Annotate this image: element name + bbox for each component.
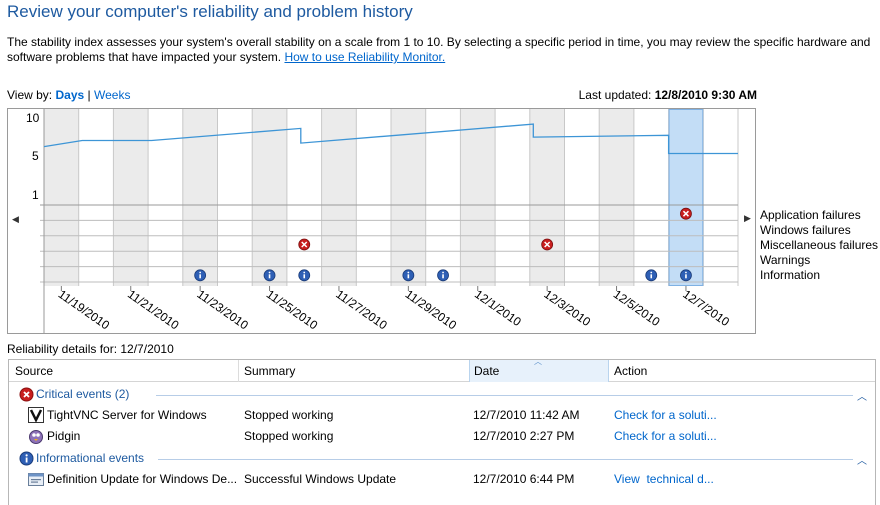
info-event-icon[interactable] bbox=[263, 269, 276, 282]
day-column-shade bbox=[321, 109, 357, 286]
day-column-shade bbox=[182, 109, 218, 286]
info-event-icon[interactable] bbox=[402, 269, 415, 282]
view-by: View by: Days | Weeks bbox=[7, 88, 130, 102]
view-days-link[interactable]: Days bbox=[55, 88, 85, 102]
sort-ascending-icon: ︿ bbox=[534, 357, 542, 366]
chart-plot: 11/19/2010 11/21/2010 11/23/2010 11/25/2010… bbox=[40, 109, 739, 333]
tightvnc-icon bbox=[28, 407, 44, 423]
error-icon bbox=[19, 387, 34, 402]
info-event-icon[interactable] bbox=[645, 269, 658, 282]
stability-index-line bbox=[43, 123, 738, 155]
info-event-icon[interactable] bbox=[437, 269, 449, 282]
date-label: 11/29/2010 bbox=[403, 287, 460, 333]
date-label: 12/3/2010 bbox=[541, 287, 593, 329]
reliability-details-table: Source Summary Date ︿ Action Critical ev… bbox=[8, 357, 876, 505]
view-technical-details-link[interactable]: View technical d... bbox=[614, 472, 714, 486]
scroll-left-icon[interactable]: ◀ bbox=[12, 214, 19, 224]
last-updated-value: 12/8/2010 9:30 AM bbox=[654, 88, 757, 102]
column-source[interactable]: Source bbox=[15, 364, 54, 378]
date-label: 11/19/2010 bbox=[56, 287, 113, 333]
group-informational-events[interactable]: Informational events bbox=[36, 451, 145, 465]
row-source: Pidgin bbox=[47, 429, 81, 443]
help-link[interactable]: How to use Reliability Monitor. bbox=[284, 50, 446, 64]
view-by-label: View by: bbox=[7, 88, 53, 102]
day-column-shade bbox=[252, 109, 287, 286]
date-label: 12/7/2010 bbox=[680, 287, 732, 329]
y-tick-5: 5 bbox=[32, 149, 39, 163]
view-weeks-link[interactable]: Weeks bbox=[93, 88, 131, 102]
row-summary: Stopped working bbox=[244, 408, 334, 422]
pidgin-icon bbox=[28, 428, 44, 444]
day-column-shade bbox=[44, 109, 79, 286]
last-updated-label: Last updated: bbox=[578, 88, 652, 102]
table-header: Source Summary Date ︿ Action bbox=[9, 357, 875, 382]
legend-warnings: Warnings bbox=[760, 253, 811, 267]
date-label: 12/5/2010 bbox=[611, 287, 663, 329]
windows-update-icon bbox=[28, 471, 44, 487]
day-column-shade bbox=[460, 109, 496, 286]
reliability-details-label: Reliability details for: 12/7/2010 bbox=[7, 342, 174, 356]
day-column-shade bbox=[599, 109, 634, 286]
info-event-icon[interactable] bbox=[298, 269, 311, 282]
row-source: Definition Update for Windows De... bbox=[47, 472, 238, 486]
group-critical-events[interactable]: Critical events (2) bbox=[36, 387, 130, 401]
legend-miscellaneous-failures: Miscellaneous failures bbox=[760, 238, 879, 252]
date-column-highlight bbox=[469, 360, 609, 382]
day-column-shade bbox=[113, 109, 149, 286]
row-summary: Stopped working bbox=[244, 429, 334, 443]
group-divider bbox=[156, 395, 853, 396]
error-event-icon[interactable] bbox=[680, 207, 692, 220]
y-tick-10: 10 bbox=[26, 111, 40, 125]
check-solution-link[interactable]: Check for a soluti... bbox=[614, 408, 717, 422]
date-label: 11/23/2010 bbox=[194, 287, 251, 333]
column-divider[interactable] bbox=[238, 360, 239, 382]
info-event-icon[interactable] bbox=[680, 269, 692, 282]
description-text: The stability index assesses your system… bbox=[7, 35, 871, 64]
date-label: 11/25/2010 bbox=[264, 287, 321, 333]
page-title: Review your computer's reliability and p… bbox=[7, 2, 413, 21]
check-solution-link[interactable]: Check for a soluti... bbox=[614, 429, 717, 443]
date-label: 11/27/2010 bbox=[333, 287, 390, 333]
legend-application-failures: Application failures bbox=[760, 208, 861, 222]
group-divider bbox=[158, 459, 853, 460]
column-date[interactable]: Date bbox=[474, 364, 500, 378]
day-column-shade bbox=[391, 109, 426, 286]
column-action[interactable]: Action bbox=[614, 364, 648, 378]
legend-information: Information bbox=[760, 268, 821, 282]
info-icon bbox=[19, 451, 34, 466]
selected-column-border bbox=[668, 109, 704, 286]
day-column-shade bbox=[529, 109, 565, 286]
collapse-critical-icon[interactable]: ︿ bbox=[857, 392, 867, 403]
date-label: 11/21/2010 bbox=[125, 287, 182, 333]
row-date: 12/7/2010 11:42 AM bbox=[473, 408, 580, 422]
scroll-right-icon[interactable]: ▶ bbox=[744, 213, 751, 223]
selected-day-column[interactable] bbox=[668, 109, 704, 286]
row-date: 12/7/2010 6:44 PM bbox=[473, 472, 575, 486]
row-date: 12/7/2010 2:27 PM bbox=[473, 429, 575, 443]
row-summary: Successful Windows Update bbox=[244, 472, 397, 486]
row-source: TightVNC Server for Windows bbox=[47, 408, 207, 422]
error-event-icon[interactable] bbox=[541, 238, 554, 251]
last-updated: Last updated: 12/8/2010 9:30 AM bbox=[579, 88, 757, 102]
date-label: 12/1/2010 bbox=[472, 287, 524, 329]
y-tick-1: 1 bbox=[32, 188, 39, 202]
page-description: The stability index assesses your system… bbox=[7, 35, 873, 65]
error-event-icon[interactable] bbox=[298, 238, 311, 251]
column-summary[interactable]: Summary bbox=[244, 364, 296, 378]
collapse-informational-icon[interactable]: ︿ bbox=[857, 456, 867, 467]
info-event-icon[interactable] bbox=[194, 269, 207, 282]
view-by-separator: | bbox=[87, 88, 91, 102]
legend-windows-failures: Windows failures bbox=[760, 223, 851, 237]
reliability-chart[interactable]: 10 5 1 ◀ 11/19/2010 11/21/2010 11/23/2010 1… bbox=[7, 108, 756, 334]
